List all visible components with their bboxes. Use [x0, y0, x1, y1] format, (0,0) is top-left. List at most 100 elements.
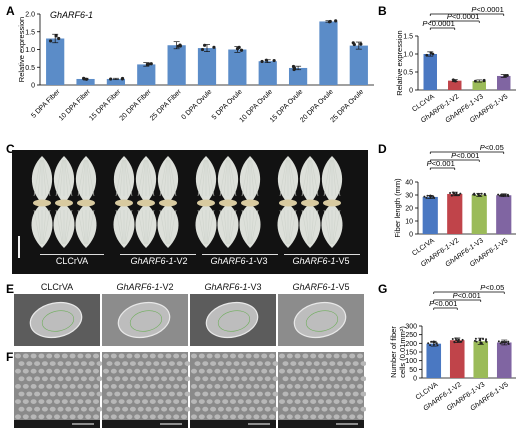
data-point [264, 58, 269, 62]
fiber-strand [301, 159, 309, 197]
fiber-strand [197, 159, 205, 197]
fiber-strand [159, 159, 167, 197]
fiber-initial-cell [57, 406, 64, 412]
fiber-strand [115, 159, 123, 197]
data-point [239, 48, 244, 52]
fiber-initial-cell [305, 376, 312, 382]
fiber-initial-cell [142, 414, 148, 420]
fiber-initial-cell [256, 391, 263, 397]
fiber-initial-cell [222, 384, 229, 389]
fiber-strand [229, 209, 237, 245]
fiber-strand [168, 209, 173, 245]
data-point [460, 340, 463, 343]
data-point [472, 193, 475, 196]
fiber-initial-cell [264, 376, 271, 382]
fiber-initial-cell [88, 391, 95, 397]
fiber-initial-cell [230, 384, 236, 389]
data-point [359, 42, 363, 46]
fiber-initial-cell [269, 384, 275, 389]
seed-caption-4: GhARF6-1-V5 [292, 282, 350, 292]
ovule-shape [205, 301, 259, 339]
fiber-initial-cell [176, 391, 183, 397]
fiber-strand [42, 159, 47, 197]
fiber-initial-cell [22, 368, 29, 374]
fiber-initial-cell [142, 384, 148, 389]
fiber-initial-cell [279, 399, 285, 404]
fiber-initial-cell [256, 376, 263, 382]
fiber-initial-cell [206, 414, 213, 420]
fiber-initial-cell [210, 391, 217, 397]
fiber-initial-cell [114, 376, 121, 382]
fiber-initial-cell [302, 414, 309, 420]
fiber-strand [288, 209, 293, 245]
fiber-initial-cell [118, 414, 125, 420]
fiber-initial-cell [321, 361, 328, 366]
fiber-initial-cell [294, 368, 301, 374]
fiber-initial-cell [261, 368, 268, 374]
fiber-initial-cell [49, 361, 56, 366]
fiber-strand [37, 159, 42, 197]
fiber-initial-cell [181, 399, 187, 404]
category-label: 5 DPA Fiber [30, 88, 62, 120]
fiber-initial-cell [106, 406, 113, 412]
fiber-initial-cell [191, 353, 197, 359]
y-tick-label: 0.5 [25, 65, 35, 72]
seed-sem-row [14, 294, 366, 346]
fiber-initial-cell [282, 406, 289, 412]
fiber-initial-cell [272, 391, 279, 397]
data-point [260, 59, 264, 64]
fiber-initial-cell [337, 406, 344, 412]
data-point [237, 45, 241, 49]
fiber-initial-cell [126, 384, 133, 389]
fiber-strand [333, 159, 341, 197]
data-point [425, 196, 428, 199]
fiber-initial-cell [302, 368, 309, 374]
fiber-initial-cell [134, 414, 141, 420]
data-point [497, 340, 500, 343]
data-point [427, 342, 430, 345]
data-point [149, 62, 153, 66]
fiber-initial-cell [157, 384, 164, 389]
fiber-initial-cell [230, 368, 236, 374]
fiber-initial-cell [73, 391, 80, 397]
fiber-initial-cell [161, 376, 168, 382]
measure-region [305, 310, 339, 332]
fiber-initial-cell [305, 406, 312, 412]
fiber-initial-cell [96, 361, 103, 366]
fiber-initial-cell [198, 384, 205, 389]
fiber-strand [147, 159, 155, 197]
fiber-initial-cell [73, 361, 80, 366]
fiber-strand [241, 209, 249, 245]
fiber-initial-cell [245, 353, 252, 359]
fiber-strand [223, 209, 228, 245]
fiber-initial-cell [80, 376, 87, 382]
fiber-initial-cell [149, 368, 156, 374]
fiber-strand [223, 159, 228, 197]
fiber-initial-cell [325, 399, 332, 404]
fiber-initial-cell [38, 414, 45, 420]
fiber-initial-cell [165, 353, 172, 359]
data-point [429, 344, 432, 347]
fiber-strand [228, 159, 233, 197]
data-point [109, 77, 113, 81]
sem-info-strip [14, 420, 100, 428]
fiber-strand [197, 209, 205, 245]
y-tick-label: 0 [409, 88, 413, 95]
fiber-initial-cell [173, 353, 180, 359]
fiber-initial-cell [237, 368, 244, 374]
significance-label: P<0.05 [480, 283, 504, 292]
fiber-initial-cell [54, 414, 60, 420]
fiber-initial-cell [61, 368, 68, 374]
fiber-initial-cell [344, 391, 351, 397]
data-point [474, 337, 477, 340]
fiber-initial-cell [149, 399, 156, 404]
y-tick-label: 1.5 [403, 34, 413, 41]
fiber-initial-cell [249, 376, 256, 382]
fiber-initial-cell [103, 353, 109, 359]
fiber-initial-cell [286, 353, 293, 359]
fiber-initial-cell [168, 361, 175, 366]
fiber-strand [219, 159, 227, 197]
scale-bar [18, 236, 20, 258]
bar [473, 341, 489, 378]
significance-label: P<0.001 [429, 299, 457, 308]
